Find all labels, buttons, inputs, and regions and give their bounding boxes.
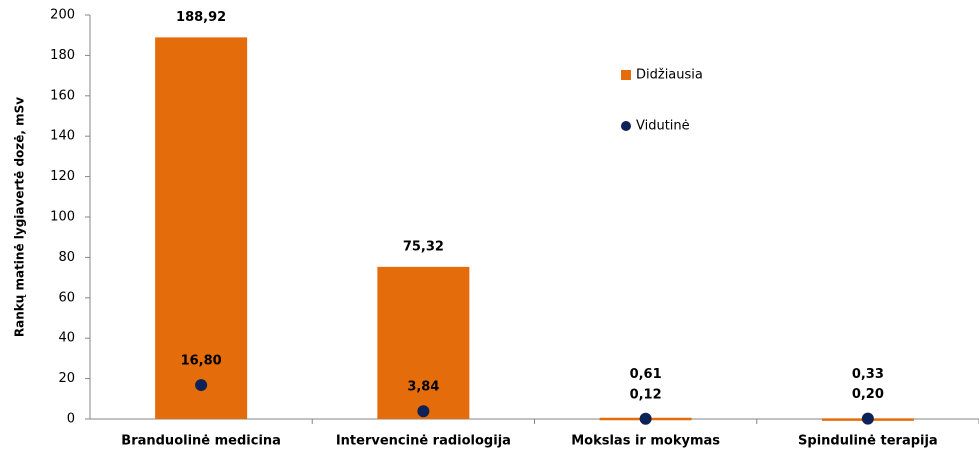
y-axis-label: Rankų matinė lygiavertė dozė, mSv xyxy=(13,97,27,337)
y-tick-label: 100 xyxy=(50,210,75,225)
y-tick-label: 40 xyxy=(58,331,75,346)
y-tick-label: 60 xyxy=(58,290,75,305)
bar xyxy=(155,37,248,420)
dot xyxy=(195,379,208,392)
legend-swatch xyxy=(621,70,631,80)
y-tick-label: 180 xyxy=(50,48,75,63)
legend-swatch xyxy=(621,121,631,131)
data-label: 0,20 xyxy=(852,387,884,402)
x-tick-label: Spindulinė terapija xyxy=(798,434,938,449)
y-tick-label: 0 xyxy=(67,412,75,427)
x-tick-label: Mokslas ir mokymas xyxy=(571,434,720,449)
legend-label: Vidutinė xyxy=(636,119,690,134)
y-tick-label: 20 xyxy=(58,371,75,386)
y-tick-label: 200 xyxy=(50,8,75,23)
y-tick-label: 140 xyxy=(50,129,75,144)
data-label: 75,32 xyxy=(403,239,444,254)
y-tick-label: 120 xyxy=(50,169,75,184)
y-tick-label: 80 xyxy=(58,250,75,265)
data-label: 3,84 xyxy=(407,380,439,395)
data-label: 0,12 xyxy=(630,387,662,402)
x-tick-label: Intervencinė radiologija xyxy=(336,434,511,449)
data-label: 0,33 xyxy=(852,367,884,382)
dot xyxy=(417,405,430,418)
legend-label: Didžiausia xyxy=(636,68,703,83)
y-tick-label: 160 xyxy=(50,88,75,103)
dot xyxy=(639,412,652,425)
data-label: 16,80 xyxy=(181,354,222,369)
data-label: 188,92 xyxy=(176,10,226,25)
dot xyxy=(861,412,874,425)
data-label: 0,61 xyxy=(630,367,662,382)
bar xyxy=(377,266,470,419)
x-tick-label: Branduolinė medicina xyxy=(121,434,281,449)
